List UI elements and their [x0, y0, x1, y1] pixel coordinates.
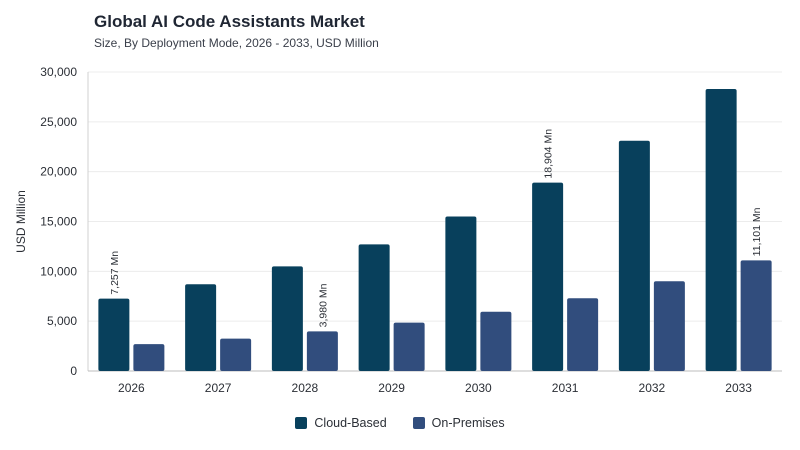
bar-on-premises-2026	[133, 344, 165, 371]
bar-cloud-based-2029	[358, 244, 390, 371]
y-tick-label: 20,000	[40, 165, 77, 179]
bar-cloud-based-2030	[445, 216, 477, 371]
legend-item-cloud-based: Cloud-Based	[295, 416, 387, 430]
bar-cloud-based-2033	[705, 88, 737, 372]
bar-cloud-based-2026	[98, 298, 130, 371]
y-tick-label: 30,000	[40, 65, 77, 79]
bar-on-premises-2030	[480, 311, 512, 371]
x-tick-label: 2028	[292, 381, 319, 395]
data-label: 18,904 Mn	[543, 129, 555, 179]
data-label: 3,980 Mn	[317, 283, 329, 327]
x-tick-label: 2029	[378, 381, 405, 395]
legend-item-on-premises: On-Premises	[412, 416, 505, 430]
bar-on-premises-2029	[393, 322, 425, 371]
legend-swatch-cloud-based	[295, 417, 308, 429]
chart-legend: Cloud-Based On-Premises	[0, 416, 800, 430]
bar-cloud-based-2027	[185, 284, 217, 371]
y-tick-label: 0	[70, 364, 77, 378]
bar-on-premises-2033	[740, 260, 772, 371]
x-tick-label: 2033	[725, 381, 752, 395]
bar-cloud-based-2028	[271, 266, 303, 371]
y-tick-label: 5,000	[47, 314, 77, 328]
bar-on-premises-2027	[220, 338, 252, 371]
x-tick-label: 2026	[118, 381, 145, 395]
x-tick-label: 2027	[205, 381, 232, 395]
x-tick-label: 2031	[552, 381, 579, 395]
legend-label-on-premises: On-Premises	[431, 416, 505, 430]
legend-swatch-on-premises	[412, 417, 425, 429]
y-axis-title: USD Million	[14, 190, 28, 253]
data-label: 7,257 Mn	[109, 251, 121, 295]
y-tick-label: 10,000	[40, 264, 77, 278]
bar-on-premises-2031	[567, 298, 599, 371]
y-tick-label: 25,000	[40, 115, 77, 129]
chart-subtitle: Size, By Deployment Mode, 2026 - 2033, U…	[94, 36, 379, 50]
bar-on-premises-2032	[653, 281, 685, 371]
chart-title: Global AI Code Assistants Market	[94, 12, 365, 31]
bar-cloud-based-2031	[532, 182, 564, 371]
legend-label-cloud-based: Cloud-Based	[314, 416, 387, 430]
x-tick-label: 2032	[639, 381, 666, 395]
bar-on-premises-2028	[306, 331, 338, 371]
x-tick-label: 2030	[465, 381, 492, 395]
bar-cloud-based-2032	[618, 140, 650, 371]
data-label: 11,101 Mn	[751, 207, 763, 256]
y-tick-label: 15,000	[40, 215, 77, 229]
